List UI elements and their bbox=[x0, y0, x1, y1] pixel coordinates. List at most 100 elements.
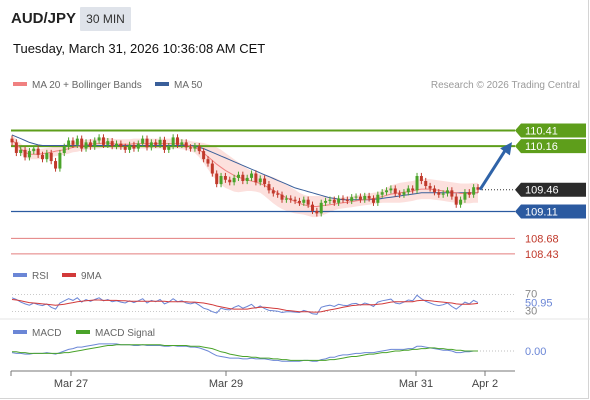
candle bbox=[341, 195, 345, 203]
candle-body bbox=[389, 188, 393, 191]
candle-body bbox=[197, 146, 201, 152]
candle bbox=[284, 195, 288, 203]
candle bbox=[97, 134, 101, 144]
candle-body bbox=[450, 190, 454, 197]
candle bbox=[263, 175, 267, 188]
candle-body bbox=[49, 152, 53, 162]
candle bbox=[149, 139, 153, 151]
candle bbox=[398, 190, 402, 198]
candle bbox=[210, 160, 214, 177]
candle bbox=[428, 182, 432, 192]
candle-body bbox=[158, 139, 162, 145]
price-tag-110-16: 110.16 bbox=[515, 139, 586, 154]
candle bbox=[350, 194, 354, 205]
x-tick-label: Mar 27 bbox=[54, 378, 88, 390]
candle-body bbox=[311, 204, 315, 211]
candle bbox=[110, 138, 114, 150]
candle-body bbox=[54, 161, 58, 169]
candle-body bbox=[258, 178, 262, 183]
candle bbox=[158, 136, 162, 148]
candle bbox=[302, 196, 306, 206]
candle-body bbox=[14, 142, 18, 153]
candle bbox=[223, 172, 227, 183]
candle-body bbox=[341, 198, 345, 200]
rsi-value-label: 50.95 bbox=[525, 298, 553, 310]
candle-body bbox=[319, 202, 323, 214]
price-tag-label: 108.43 bbox=[525, 249, 559, 261]
candle bbox=[75, 135, 79, 148]
macd-signal-line bbox=[12, 344, 478, 361]
candle bbox=[232, 174, 236, 186]
candle-body bbox=[149, 142, 153, 148]
candle-body bbox=[380, 192, 384, 195]
candle bbox=[236, 171, 240, 181]
candle bbox=[328, 196, 332, 205]
candle bbox=[402, 189, 406, 198]
candle bbox=[171, 134, 175, 150]
candle-body bbox=[415, 176, 419, 191]
candle bbox=[389, 185, 393, 194]
candle bbox=[119, 140, 123, 150]
legend-rsi-ma-label: 9MA bbox=[81, 271, 102, 282]
candle bbox=[49, 149, 53, 165]
candle-body bbox=[71, 140, 75, 145]
candle-body bbox=[123, 146, 127, 150]
price-tag-108-68: 108.68 bbox=[525, 233, 559, 245]
candle-body bbox=[93, 140, 97, 147]
candle-body bbox=[332, 199, 336, 203]
candle bbox=[454, 193, 458, 208]
price-tag-box bbox=[515, 123, 586, 138]
candle bbox=[93, 137, 97, 150]
candle bbox=[432, 185, 436, 196]
candle bbox=[367, 192, 371, 202]
candle-body bbox=[162, 139, 166, 150]
candle-body bbox=[32, 148, 36, 152]
candle bbox=[219, 172, 223, 188]
candle-body bbox=[27, 151, 31, 158]
candle bbox=[380, 189, 384, 198]
candle bbox=[197, 142, 201, 155]
candle bbox=[215, 170, 219, 188]
candle bbox=[467, 189, 471, 198]
rsi-ma-line bbox=[11, 299, 479, 313]
candle-body bbox=[358, 196, 362, 200]
candle-body bbox=[263, 178, 267, 185]
candle-body bbox=[36, 148, 40, 155]
candle-body bbox=[19, 149, 23, 153]
candle-body bbox=[67, 140, 71, 147]
candle bbox=[167, 142, 171, 153]
candle bbox=[437, 189, 441, 198]
candle bbox=[27, 147, 31, 161]
candle-body bbox=[472, 187, 476, 195]
candle-body bbox=[210, 163, 214, 174]
candle bbox=[141, 135, 145, 147]
candle bbox=[36, 145, 40, 158]
macd-line bbox=[11, 343, 478, 362]
candle-body bbox=[45, 152, 49, 160]
candle-body bbox=[232, 177, 236, 183]
candle bbox=[363, 192, 367, 203]
x-tick-label: Apr 2 bbox=[472, 378, 498, 390]
candle-body bbox=[101, 137, 105, 145]
macd-panel: 0.00 bbox=[11, 343, 546, 362]
x-tick-label: Mar 29 bbox=[209, 378, 243, 390]
candle bbox=[424, 177, 428, 190]
candle bbox=[58, 149, 62, 172]
candle-body bbox=[324, 200, 328, 203]
candle-body bbox=[271, 190, 275, 194]
candle bbox=[228, 176, 232, 186]
candle bbox=[54, 157, 58, 172]
candle bbox=[154, 139, 158, 148]
candle-body bbox=[406, 188, 410, 193]
legend-macd-signal: MACD Signal bbox=[76, 328, 155, 339]
candle-body bbox=[315, 210, 319, 214]
candle bbox=[184, 139, 188, 151]
candle-body bbox=[180, 142, 184, 145]
macd-swatch bbox=[13, 330, 27, 335]
timeframe-badge[interactable]: 30 MIN bbox=[80, 7, 131, 31]
price-tag-109-46: 109.46 bbox=[482, 182, 586, 197]
macd-signal-swatch bbox=[76, 330, 90, 335]
candle-body bbox=[467, 192, 471, 195]
